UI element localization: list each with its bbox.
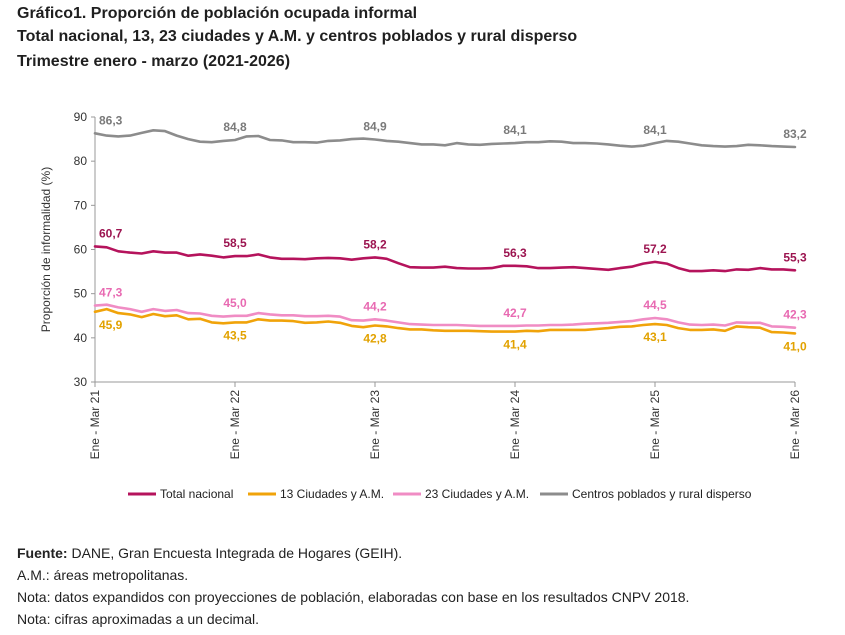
- series-line: [93, 303, 797, 330]
- data-label: 43,1: [643, 330, 667, 344]
- x-tick-label: Ene - Mar 22: [228, 390, 242, 460]
- legend-label: 23 Ciudades y A.M.: [425, 487, 529, 501]
- data-label: 42,3: [783, 308, 807, 322]
- y-axis-label: Proporción de informalidad (%): [39, 167, 53, 332]
- data-label: 43,5: [223, 328, 247, 342]
- data-label: 58,5: [223, 236, 247, 250]
- data-label: 58,2: [363, 237, 387, 251]
- data-label: 57,2: [643, 242, 667, 256]
- series-lines: [93, 129, 797, 335]
- chart-axes: 30 40 50 60 70 80 90 Proporción de informalidad…: [39, 110, 802, 459]
- chart-subtitle: Total nacional, 13, 23 ciudades y A.M. y…: [17, 28, 578, 45]
- x-tick-label: Ene - Mar 26: [788, 390, 802, 460]
- data-label: 84,9: [363, 120, 387, 134]
- x-tick-label: Ene - Mar 24: [508, 390, 522, 460]
- chart-period: Trimestre enero - marzo (2021-2026): [17, 53, 291, 70]
- line-chart: 30 40 50 60 70 80 90 Proporción de informalidad…: [39, 110, 807, 501]
- y-tick-label: 60: [74, 243, 88, 257]
- data-label: 44,2: [363, 299, 387, 313]
- y-tick-label: 30: [74, 375, 88, 389]
- y-tick-label: 80: [74, 154, 88, 168]
- am-note: A.M.: áreas metropolitanas.: [17, 567, 189, 583]
- y-tick-label: 70: [74, 198, 88, 212]
- data-label: 42,8: [363, 331, 387, 345]
- x-tick-label: Ene - Mar 21: [88, 390, 102, 460]
- y-tick-label: 90: [74, 110, 88, 124]
- source-note: Fuente: DANE, Gran Encuesta Integrada de…: [17, 542, 689, 564]
- legend-label: Total nacional: [160, 487, 233, 501]
- x-tick-label: Ene - Mar 25: [648, 390, 662, 460]
- data-label: 41,0: [783, 339, 807, 353]
- y-tick-label: 40: [74, 331, 88, 345]
- data-label: 60,7: [99, 226, 123, 240]
- footnotes: Fuente: DANE, Gran Encuesta Integrada de…: [17, 542, 689, 630]
- data-label: 84,1: [503, 123, 527, 137]
- source-label: Fuente:: [17, 545, 68, 561]
- data-labels: 60,7 58,5 58,2 56,3 57,2 55,3 45,9 43,5 42,8 41,4…: [99, 113, 807, 353]
- data-label: 45,9: [99, 318, 123, 332]
- projection-note: Nota: datos expandidos con proyecciones …: [17, 589, 690, 605]
- data-label: 55,3: [783, 250, 807, 264]
- legend-label: Centros poblados y rural disperso: [572, 487, 752, 501]
- rounding-note: Nota: cifras aproximadas a un decimal.: [17, 611, 259, 627]
- y-tick-label: 50: [74, 287, 88, 301]
- series-line: [93, 307, 797, 335]
- data-label: 83,2: [783, 127, 807, 141]
- data-label: 44,5: [643, 298, 667, 312]
- data-label: 45,0: [223, 296, 247, 310]
- data-label: 47,3: [99, 286, 123, 300]
- x-tick-label: Ene - Mar 23: [368, 390, 382, 460]
- data-label: 84,8: [223, 120, 247, 134]
- source-text: DANE, Gran Encuesta Integrada de Hogares…: [67, 545, 403, 561]
- legend-label: 13 Ciudades y A.M.: [280, 487, 384, 501]
- chart-legend: Total nacional 13 Ciudades y A.M. 23 Ciuda…: [128, 487, 752, 501]
- chart-title: Gráfico1. Proporción de población ocupad…: [17, 5, 418, 22]
- data-label: 56,3: [503, 246, 527, 260]
- data-label: 86,3: [99, 113, 123, 127]
- data-label: 84,1: [643, 123, 667, 137]
- data-label: 41,4: [503, 338, 527, 352]
- data-label: 42,7: [503, 306, 527, 320]
- series-line: [93, 129, 797, 149]
- series-line: [93, 245, 797, 273]
